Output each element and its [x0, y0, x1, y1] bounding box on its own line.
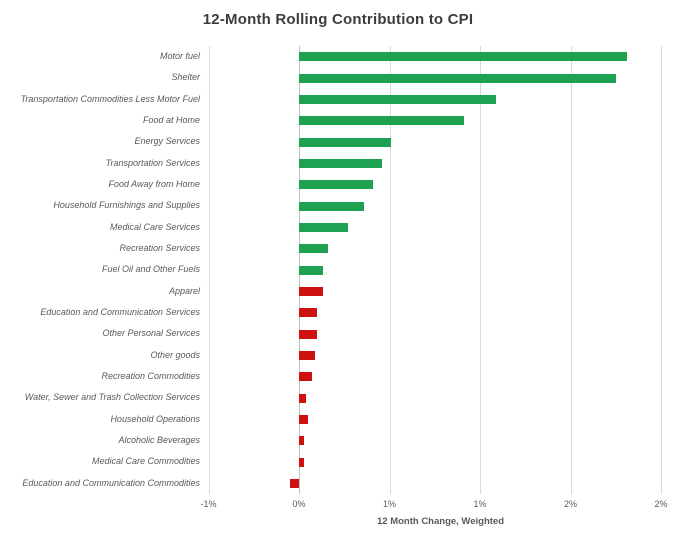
category-label: Transportation Commodities Less Motor Fu… [20, 93, 200, 104]
category-label: Transportation Services [105, 157, 200, 168]
bar-other-goods [299, 350, 316, 360]
bar-recreation-services [299, 244, 328, 254]
x-tick-label: -1% [200, 499, 217, 509]
bar-food-away-from-home [299, 180, 374, 190]
category-label: Medical Care Services [109, 221, 200, 232]
category-label: Education and Communication Services [40, 307, 200, 317]
category-label: Education and Communication Commodities [22, 477, 200, 488]
bar-water-sewer-and-trash-collection-services [299, 393, 307, 403]
plot-area [207, 46, 674, 494]
bar-medical-care-services [299, 222, 348, 232]
bar-household-furnishings-and-supplies [299, 201, 365, 211]
category-label: Apparel [168, 285, 200, 296]
x-axis-title: 12 Month Change, Weighted [376, 516, 505, 527]
category-label: Household Furnishings and Supplies [53, 200, 200, 211]
gridline [570, 46, 572, 494]
bar-food-at-home [299, 116, 464, 126]
bar-transportation-commodities-less-motor-fuel [299, 94, 497, 104]
bar-motor-fuel [299, 52, 627, 62]
chart-title: 12-Month Rolling Contribution to CPI [202, 11, 474, 28]
bar-apparel [299, 286, 323, 296]
gridline [389, 46, 391, 494]
category-label: Fuel Oil and Other Fuels [101, 264, 200, 275]
x-tick-label: 2% [654, 499, 668, 509]
category-label: Other goods [150, 349, 200, 360]
x-tick-label: 1% [473, 499, 487, 509]
bar-household-operations [299, 414, 309, 424]
x-tick-label: 0% [292, 499, 306, 509]
category-label: Recreation Commodities [101, 371, 200, 381]
category-label: Food Away from Home [108, 179, 200, 189]
bar-transportation-services [299, 158, 383, 168]
bar-education-and-communication-commodities [289, 478, 299, 488]
category-label: Shelter [171, 72, 200, 83]
gridline [661, 46, 662, 494]
category-label: Motor fuel [159, 51, 200, 61]
bar-recreation-commodities [299, 372, 312, 382]
bar-energy-services [299, 137, 392, 147]
x-tick-label: 1% [382, 499, 396, 509]
category-label: Recreation Services [119, 243, 200, 253]
category-label: Food at Home [142, 115, 200, 125]
bar-education-and-communication-services [299, 308, 318, 318]
gridline [208, 46, 210, 494]
bar-fuel-oil-and-other-fuels [299, 265, 323, 275]
category-label: Energy Services [134, 136, 200, 147]
category-label: Other Personal Services [102, 328, 200, 339]
category-label: Water, Sewer and Trash Collection Servic… [24, 392, 200, 403]
bar-other-personal-services [299, 329, 318, 339]
gridline [480, 46, 481, 494]
bar-medical-care-commodities [299, 457, 305, 467]
x-tick-label: 2% [563, 499, 577, 509]
category-label: Medical Care Commodities [91, 456, 200, 467]
category-label: Alcoholic Beverages [118, 435, 200, 445]
bar-alcoholic-beverages [299, 436, 305, 446]
category-label: Household Operations [110, 413, 200, 424]
bar-shelter [299, 73, 616, 83]
